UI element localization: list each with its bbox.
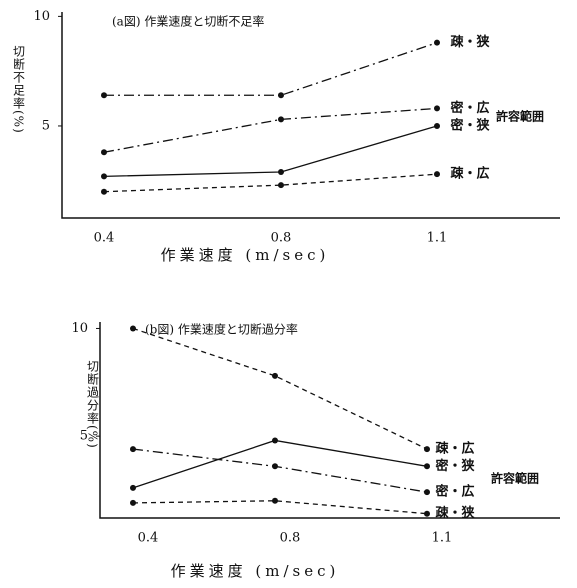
x-tick-label: 1.1 xyxy=(427,231,448,246)
annotation: 許容範囲 xyxy=(496,109,544,124)
data-point xyxy=(424,446,430,453)
series-label: 疎・狭 xyxy=(450,34,490,50)
series-line xyxy=(132,448,428,493)
chart-title: (a図) 作業速度と切断不足率 xyxy=(112,14,264,29)
data-point xyxy=(101,188,107,195)
series-label: 密・広 xyxy=(449,100,489,116)
data-point xyxy=(130,446,136,453)
y-axis-label: 切断過分率(%) xyxy=(86,360,100,449)
x-tick-label: 0.4 xyxy=(138,531,159,546)
axes xyxy=(99,322,560,519)
data-point xyxy=(272,437,278,444)
series-label: 疎・広 xyxy=(450,166,489,182)
y-tick-label: 5 xyxy=(80,429,88,444)
data-point xyxy=(434,171,440,178)
data-point xyxy=(424,510,430,517)
data-point xyxy=(278,92,284,99)
data-point xyxy=(272,372,278,379)
y-tick-label: 10 xyxy=(71,321,88,336)
series-line xyxy=(103,107,438,153)
data-point xyxy=(272,497,278,504)
series-line xyxy=(104,42,438,96)
series-line xyxy=(132,327,428,450)
x-tick-label: 0.8 xyxy=(280,531,301,546)
series-line xyxy=(132,439,428,489)
y-tick-label: 5 xyxy=(42,118,50,133)
series-label: 密・広 xyxy=(434,484,474,500)
x-tick-label: 1.1 xyxy=(432,531,453,546)
x-tick-label: 0.8 xyxy=(271,231,292,246)
data-point xyxy=(101,149,107,156)
data-point xyxy=(434,122,440,129)
x-axis-label: 作業速度 (m/sec) xyxy=(171,562,340,580)
y-axis-label: 切断不足率(%) xyxy=(12,45,26,134)
data-point xyxy=(278,182,284,189)
chart-title: (b図) 作業速度と切断過分率 xyxy=(145,322,298,337)
data-point xyxy=(101,173,107,180)
x-axis-label: 作業速度 (m/sec) xyxy=(161,246,330,264)
series-label: 密・狭 xyxy=(434,458,475,474)
axes xyxy=(61,12,560,219)
data-point xyxy=(424,489,430,496)
series-line xyxy=(132,500,428,515)
data-point xyxy=(130,499,136,506)
series-label: 疎・狭 xyxy=(435,505,475,521)
series-line xyxy=(103,125,438,178)
data-point xyxy=(130,484,136,491)
y-tick-label: 10 xyxy=(33,9,50,24)
series-label: 疎・広 xyxy=(435,441,474,457)
data-point xyxy=(424,463,430,470)
data-point xyxy=(272,463,278,470)
annotation: 許容範囲 xyxy=(491,471,539,486)
data-point xyxy=(434,39,440,46)
series-label: 密・狭 xyxy=(449,117,490,133)
series-line xyxy=(103,173,438,193)
data-point xyxy=(434,105,440,112)
data-point xyxy=(101,92,107,99)
data-point xyxy=(278,168,284,175)
x-tick-label: 0.4 xyxy=(94,231,115,246)
data-point xyxy=(130,325,136,332)
data-point xyxy=(278,116,284,123)
